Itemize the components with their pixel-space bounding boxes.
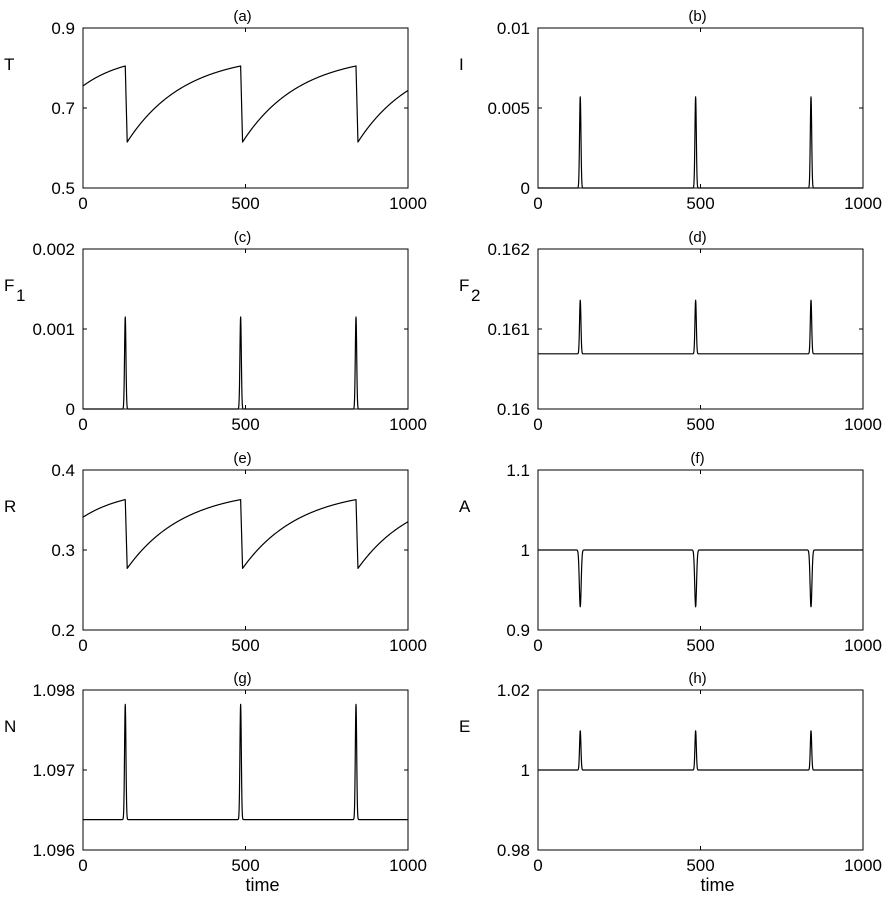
panel-title: (h) <box>688 670 706 687</box>
panel-title: (c) <box>234 229 252 246</box>
y-axis-label: T <box>4 55 14 74</box>
panel-title: (g) <box>233 670 251 687</box>
y-tick-label: 0.161 <box>487 320 530 339</box>
x-tick-label: 500 <box>231 194 259 213</box>
y-tick-label: 0.002 <box>32 240 75 259</box>
x-tick-label: 1000 <box>844 636 882 655</box>
y-tick-label: 0.005 <box>487 99 530 118</box>
series-line-1 <box>82 703 409 821</box>
y-tick-label: 0.3 <box>51 541 75 560</box>
x-tick-label: 1000 <box>389 194 427 213</box>
y-tick-label: 0.5 <box>51 179 75 198</box>
series-line-1 <box>537 730 864 771</box>
x-tick-label: 500 <box>686 636 714 655</box>
y-tick-label: 0.2 <box>51 621 75 640</box>
y-axis-label: R <box>4 497 16 516</box>
x-tick-label: 500 <box>686 194 714 213</box>
y-axis-label-subscript: 1 <box>16 286 25 305</box>
panel-title: (f) <box>690 450 704 467</box>
series-line-1 <box>537 299 864 355</box>
y-tick-label: 0.9 <box>51 19 75 38</box>
x-tick-label: 1000 <box>844 194 882 213</box>
y-axis-label: N <box>4 717 16 736</box>
panel-title: (a) <box>233 8 251 25</box>
y-tick-label: 1.098 <box>32 681 75 700</box>
y-tick-label: 1.02 <box>497 681 530 700</box>
x-tick-label: 0 <box>533 415 542 434</box>
y-tick-label: 1 <box>521 541 530 560</box>
x-tick-label: 500 <box>231 856 259 875</box>
x-axis-label: time <box>700 875 734 895</box>
y-tick-label: 1 <box>521 761 530 780</box>
x-tick-label: 1000 <box>844 856 882 875</box>
series-line-1 <box>82 499 409 569</box>
x-tick-label: 1000 <box>389 415 427 434</box>
x-tick-label: 500 <box>686 415 714 434</box>
subplot-c: 0 500 1000 0 0.001 0.002 (c) F1 <box>4 229 427 434</box>
series-line-1 <box>82 316 409 410</box>
x-axis-label: time <box>245 875 279 895</box>
x-tick-label: 0 <box>533 636 542 655</box>
subplot-b: 0 500 1000 0 0.005 0.01 (b) I <box>459 8 882 213</box>
series-line-1 <box>537 549 864 608</box>
y-tick-label: 0.162 <box>487 240 530 259</box>
y-axis-label: I <box>459 55 464 74</box>
y-axis-label: F <box>459 276 469 295</box>
x-tick-label: 1000 <box>389 856 427 875</box>
x-tick-label: 0 <box>78 856 87 875</box>
y-axis-label: F <box>4 276 14 295</box>
subplot-f: 0 500 1000 0.9 1 1.1 (f) A <box>459 450 882 655</box>
y-tick-label: 0.01 <box>497 19 530 38</box>
x-tick-label: 500 <box>686 856 714 875</box>
y-tick-label: 1.1 <box>506 461 530 480</box>
panel-title: (e) <box>233 450 251 467</box>
x-tick-label: 0 <box>78 636 87 655</box>
y-axis-label-subscript: 2 <box>471 286 480 305</box>
axes-frame <box>82 689 409 851</box>
x-tick-label: 0 <box>78 415 87 434</box>
subplot-e: 0 500 1000 0.2 0.3 0.4 (e) R <box>4 450 427 655</box>
x-tick-label: 1000 <box>844 415 882 434</box>
x-tick-label: 0 <box>78 194 87 213</box>
axes-frame <box>537 248 864 410</box>
subplot-a: 0 500 1000 0.5 0.7 0.9 (a) T <box>4 8 427 213</box>
series-line-1 <box>82 65 409 143</box>
y-tick-label: 0 <box>521 179 530 198</box>
x-tick-label: 500 <box>231 415 259 434</box>
panel-title: (b) <box>688 8 706 25</box>
subplot-d: 0 500 1000 0.16 0.161 0.162 (d) F2 <box>459 229 882 434</box>
y-axis-label: E <box>459 717 470 736</box>
y-tick-label: 1.097 <box>32 761 75 780</box>
y-tick-label: 0.98 <box>497 841 530 860</box>
x-tick-label: 0 <box>533 194 542 213</box>
axes-frame <box>537 27 864 189</box>
y-tick-label: 0.16 <box>497 400 530 419</box>
y-tick-label: 0.4 <box>51 461 75 480</box>
series-line-1 <box>537 96 864 189</box>
panel-title: (d) <box>688 229 706 246</box>
y-tick-label: 1.096 <box>32 841 75 860</box>
axes-frame <box>82 27 409 189</box>
x-tick-label: 0 <box>533 856 542 875</box>
y-tick-label: 0.7 <box>51 99 75 118</box>
x-tick-label: 500 <box>231 636 259 655</box>
axes-frame <box>82 248 409 410</box>
y-tick-label: 0.9 <box>506 621 530 640</box>
y-axis-label: A <box>459 497 471 516</box>
y-tick-label: 0.001 <box>32 320 75 339</box>
x-tick-label: 1000 <box>389 636 427 655</box>
y-tick-label: 0 <box>66 400 75 419</box>
axes-frame <box>82 469 409 631</box>
